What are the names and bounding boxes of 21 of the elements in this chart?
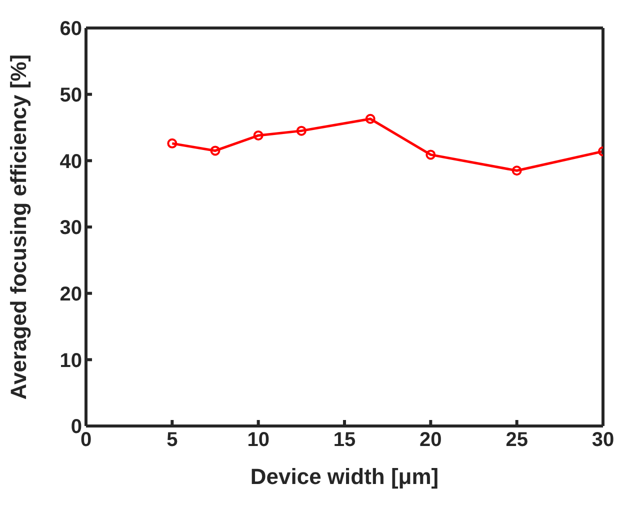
y-axis-title: Averaged focusing efficiency [%] xyxy=(6,54,31,400)
point xyxy=(426,150,436,160)
point xyxy=(167,138,178,148)
x-tick-label: 25 xyxy=(506,429,528,452)
y-tick-label: 50 xyxy=(60,84,82,106)
y-tick-label: 60 xyxy=(60,18,82,40)
point xyxy=(296,126,306,136)
point xyxy=(512,166,522,176)
y-tick-label: 10 xyxy=(60,350,82,372)
y-tick-label: 20 xyxy=(60,283,82,306)
y-tick-label: 30 xyxy=(60,217,82,240)
x-tick-label: 5 xyxy=(166,429,178,452)
point xyxy=(365,114,376,124)
y-tick-label: 40 xyxy=(60,150,82,173)
x-axis-title: Device width [μm] xyxy=(250,464,439,489)
x-tick-label: 30 xyxy=(592,429,614,452)
x-tick-label: 20 xyxy=(420,429,442,452)
point xyxy=(210,146,220,156)
point xyxy=(253,130,264,140)
x-tick-label: 15 xyxy=(333,429,356,452)
x-tick-label: 10 xyxy=(247,429,270,452)
